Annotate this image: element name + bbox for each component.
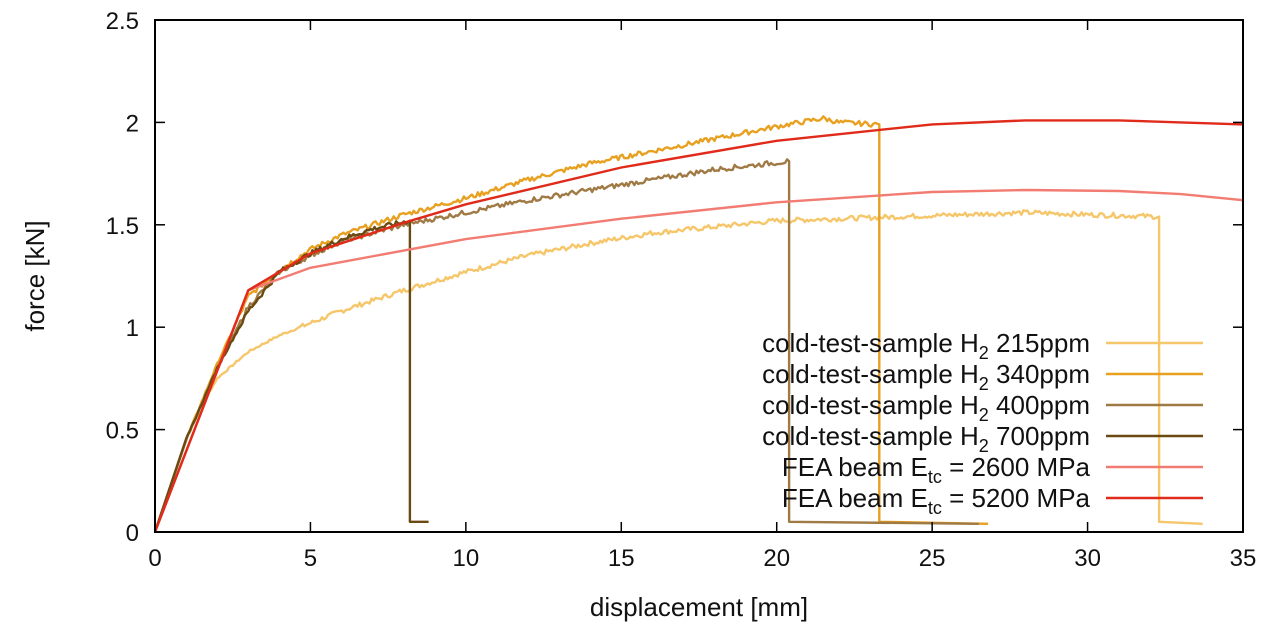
legend-label: cold-test-sample H2 700ppm	[762, 421, 1090, 456]
legend-label: cold-test-sample H2 215ppm	[762, 328, 1090, 363]
y-tick-label: 0	[126, 520, 139, 547]
x-tick-label: 25	[919, 545, 946, 572]
y-tick-label: 2.5	[106, 8, 139, 35]
x-tick-label: 30	[1074, 545, 1101, 572]
y-tick-label: 1	[126, 315, 139, 342]
x-tick-label: 10	[453, 545, 480, 572]
y-axis-label: force [kN]	[20, 220, 50, 331]
legend-label: FEA beam Etc = 5200 MPa	[782, 483, 1091, 518]
series-line-3	[153, 219, 429, 533]
x-tick-label: 20	[763, 545, 790, 572]
legend-label: cold-test-sample H2 340ppm	[762, 359, 1090, 394]
series-line-4	[153, 188, 1244, 533]
axis-ticks: 0 5 10 15 20 25 30 35 0 0.5 1 1.5 2 2.5	[106, 8, 1257, 572]
legend-label: cold-test-sample H2 400ppm	[762, 390, 1090, 425]
series-line-5	[153, 119, 1244, 533]
y-tick-label: 1.5	[106, 213, 139, 240]
x-tick-label: 15	[608, 545, 635, 572]
x-axis-label: displacement [mm]	[590, 592, 808, 622]
plot-frame	[154, 19, 1244, 533]
x-tick-label: 35	[1230, 545, 1257, 572]
series-line-1	[153, 115, 989, 533]
series-line-0	[153, 209, 1203, 533]
y-tick-label: 2	[126, 110, 139, 137]
y-tick-label: 0.5	[106, 418, 139, 445]
legend: cold-test-sample H2 215ppmcold-test-samp…	[762, 328, 1203, 518]
x-tick-label: 0	[148, 545, 161, 572]
legend-label: FEA beam Etc = 2600 MPa	[782, 452, 1091, 487]
x-tick-label: 5	[304, 545, 317, 572]
series-layer	[153, 115, 1244, 533]
